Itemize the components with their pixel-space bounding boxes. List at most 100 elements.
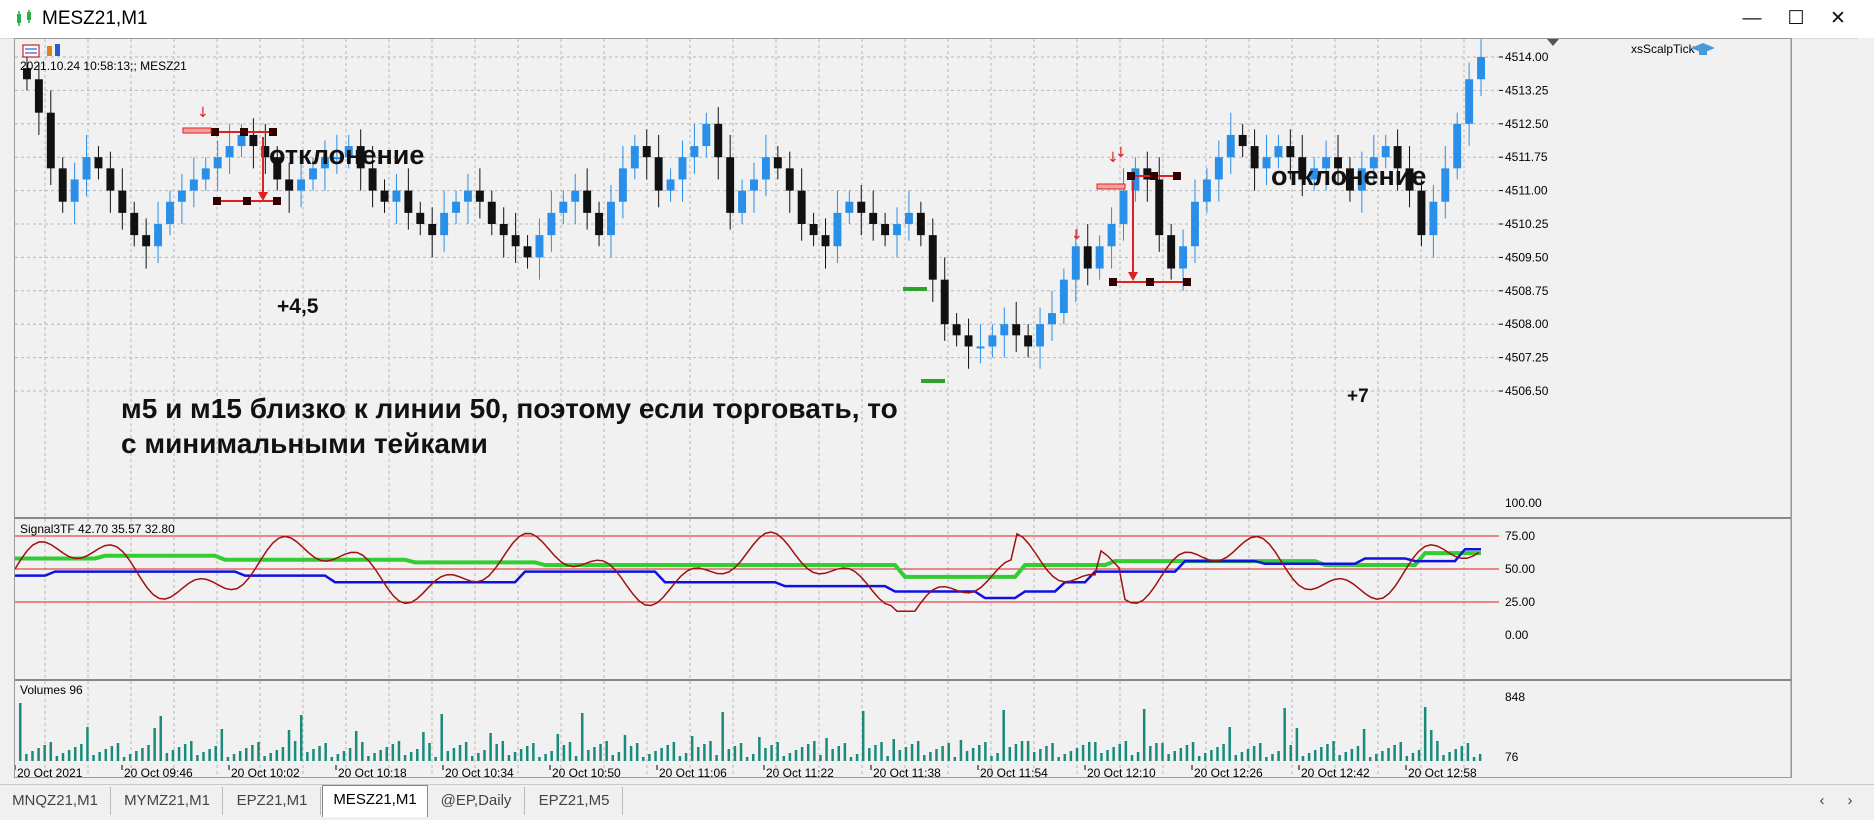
volume-bar: [1026, 741, 1030, 761]
volume-bar: [874, 745, 877, 761]
time-tick-label: 20 Oct 12:10: [1087, 766, 1156, 777]
volume-bar: [1008, 747, 1012, 761]
volume-bar: [422, 732, 425, 761]
tab-scroll-left-icon[interactable]: ‹: [1819, 792, 1825, 809]
volume-bar: [745, 757, 749, 761]
volume-bar: [1350, 749, 1354, 761]
volume-bar: [1185, 745, 1189, 761]
candle-body: [559, 201, 568, 213]
chart-area[interactable]: ↓ ↓ ↓ ↓ 2021.10.24 10:58:13;; MESZ21 xsScal…: [14, 38, 1792, 778]
volume-bar: [122, 757, 126, 761]
close-button[interactable]: ✕: [1830, 8, 1846, 29]
toolbar-list-icon[interactable]: [22, 44, 40, 58]
volume-bar: [80, 744, 83, 761]
price-tick-label: 4514.00: [1505, 50, 1549, 64]
signal-indicator-label: Signal3TF 42.70 35.57 32.80: [20, 522, 175, 536]
volume-bar: [416, 749, 419, 761]
volume-bar: [892, 739, 895, 761]
candle-body: [320, 157, 329, 169]
candle-body: [70, 179, 79, 202]
candle-body: [1191, 201, 1199, 247]
minimize-button[interactable]: —: [1742, 8, 1762, 29]
volume-bar: [1375, 754, 1378, 761]
volume-bar: [324, 743, 327, 761]
volume-bar: [1417, 750, 1421, 761]
volume-bar: [1087, 742, 1091, 761]
candle-body: [166, 201, 174, 224]
candle-body: [440, 212, 449, 236]
candle-body: [1274, 146, 1283, 158]
volume-bar: [373, 753, 376, 761]
chart-canvas[interactable]: ↓↓↓↓ 2021.10.24 10:58:13;; MESZ21 xsScal…: [15, 39, 1791, 777]
volume-bar: [73, 747, 77, 761]
volume-bar: [727, 749, 731, 761]
annotation-result-2: +7: [1347, 386, 1369, 407]
tab-mesz21[interactable]: MESZ21,M1: [322, 785, 428, 817]
maximize-button[interactable]: ☐: [1787, 8, 1805, 29]
candle-body: [1357, 168, 1366, 191]
volume-bar: [941, 746, 944, 761]
move-arrow-2-head: [1128, 272, 1138, 281]
volume-bar: [1295, 728, 1299, 761]
candle-body: [1441, 168, 1450, 202]
volume-bar: [257, 742, 260, 761]
signal-tick-label: 25.00: [1505, 595, 1535, 609]
volume-bar: [43, 745, 46, 761]
volume-bar: [67, 750, 71, 761]
candle-body: [702, 123, 711, 147]
volume-bar: [544, 754, 547, 761]
volume-bar: [495, 744, 498, 761]
tab-epz21-m1[interactable]: EPZ21,M1: [224, 787, 321, 815]
chart-info-text: 2021.10.24 10:58:13;; MESZ21: [20, 59, 187, 73]
candle-body: [118, 190, 127, 213]
tab-mnqz21[interactable]: MNQZ21,M1: [0, 787, 111, 815]
candle-body: [1119, 190, 1128, 224]
volume-bar: [990, 756, 993, 761]
volume-bar: [831, 749, 834, 761]
level-line-target-2-handle: [1183, 278, 1191, 286]
volume-bar: [379, 750, 382, 761]
tab-epz21-m5[interactable]: EPZ21,M5: [526, 787, 623, 815]
volume-bar: [1118, 744, 1121, 761]
candle-body: [1453, 123, 1462, 169]
volume-bar: [1338, 755, 1341, 761]
volume-bar: [281, 747, 285, 761]
volume-bar: [1265, 757, 1268, 761]
candle-body: [46, 112, 55, 169]
candle-body: [261, 146, 270, 158]
volume-bar: [715, 755, 718, 761]
volume-bar: [287, 730, 291, 761]
volume-bar: [1399, 742, 1402, 761]
time-tick-label: 20 Oct 10:02: [231, 766, 300, 777]
volume-bar: [342, 751, 346, 761]
candle-body: [833, 212, 842, 247]
volume-bar: [165, 753, 169, 761]
tab-mymz21[interactable]: MYMZ21,M1: [112, 787, 223, 815]
volume-bar: [354, 731, 358, 761]
volume-bar: [190, 741, 193, 761]
right-window-edge: [1858, 38, 1874, 784]
candle-body: [1334, 157, 1342, 169]
candle-body: [463, 190, 472, 202]
candle-body: [904, 212, 913, 224]
window-title: MESZ21,M1: [42, 8, 148, 29]
candle-body: [893, 224, 901, 236]
tab-scroll-right-icon[interactable]: ›: [1847, 792, 1853, 809]
volume-bar: [1234, 755, 1238, 761]
level-line-entry-1-handle: [211, 128, 219, 136]
candle-body: [1202, 179, 1211, 202]
signal-axis: 100.00 75.00 50.00 25.00 0.00: [1505, 496, 1542, 642]
level-line-target-1-handle: [243, 197, 251, 205]
volume-bar: [1442, 755, 1445, 761]
candle-body: [1167, 235, 1176, 269]
tab-ep-daily[interactable]: @EP,Daily: [428, 787, 525, 815]
volume-bar: [910, 744, 914, 761]
volume-bar: [452, 748, 456, 761]
toolbar-chart-icon[interactable]: [47, 44, 60, 56]
candle-body: [1381, 146, 1390, 158]
graduation-cap-icon: [1691, 43, 1715, 55]
candle-body: [1059, 279, 1068, 314]
volume-bar: [1075, 748, 1079, 761]
chart-shift-marker-icon[interactable]: [1547, 39, 1559, 46]
indicator-label: xsScalpTick: [1631, 42, 1696, 56]
